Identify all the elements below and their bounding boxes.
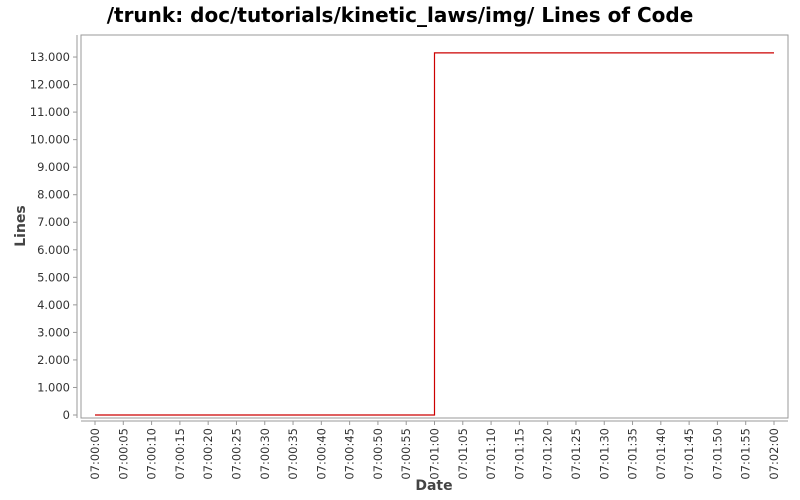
x-tick-label: 07:01:50 bbox=[710, 428, 724, 480]
chart-title: /trunk: doc/tutorials/kinetic_laws/img/ … bbox=[106, 3, 694, 27]
y-tick-label: 1.000 bbox=[37, 380, 70, 394]
x-tick-label: 07:01:40 bbox=[654, 428, 668, 480]
x-tick-label: 07:01:15 bbox=[512, 428, 526, 480]
y-axis: 0 1.000 2.000 3.000 4.000 5.000 6.000 7.000 8.00… bbox=[30, 35, 78, 422]
y-axis-title: Lines bbox=[13, 205, 29, 247]
x-axis-title: Date bbox=[415, 478, 452, 494]
x-tick-label: 07:02:00 bbox=[767, 428, 781, 480]
y-tick-label: 7.000 bbox=[37, 215, 70, 229]
x-tick-label: 07:00:35 bbox=[286, 428, 300, 480]
y-tick-label: 13.000 bbox=[30, 50, 70, 64]
x-tick-label: 07:00:05 bbox=[116, 428, 130, 480]
series-line bbox=[95, 52, 774, 416]
x-tick-label: 07:01:45 bbox=[682, 428, 696, 480]
y-tick-label: 5.000 bbox=[37, 270, 70, 284]
x-tick-label: 07:00:50 bbox=[371, 428, 385, 480]
x-axis: 07:00:00 07:00:05 07:00:10 07:00:15 07:00:20… bbox=[81, 420, 788, 480]
y-tick-label: 11.000 bbox=[30, 105, 70, 119]
x-tick-label: 07:00:25 bbox=[229, 428, 243, 480]
x-tick-label: 07:01:05 bbox=[456, 428, 470, 480]
x-tick-label: 07:00:40 bbox=[314, 428, 328, 480]
series-layer bbox=[95, 52, 774, 416]
x-tick-label: 07:01:20 bbox=[541, 428, 555, 480]
x-tick-label: 07:00:55 bbox=[399, 428, 413, 480]
y-tick-label: 10.000 bbox=[30, 133, 70, 147]
x-tick-label: 07:00:00 bbox=[88, 428, 102, 480]
y-tick-label: 3.000 bbox=[37, 325, 70, 339]
x-tick-label: 07:01:35 bbox=[626, 428, 640, 480]
x-tick-label: 07:01:55 bbox=[739, 428, 753, 480]
x-tick-label: 07:00:30 bbox=[258, 428, 272, 480]
x-tick-label: 07:00:20 bbox=[201, 428, 215, 480]
y-tick-label: 8.000 bbox=[37, 188, 70, 202]
y-tick-label: 0 bbox=[63, 408, 70, 422]
x-tick-label: 07:00:10 bbox=[145, 428, 159, 480]
y-tick-label: 4.000 bbox=[37, 298, 70, 312]
y-tick-label: 12.000 bbox=[30, 78, 70, 92]
y-tick-label: 2.000 bbox=[37, 353, 70, 367]
y-tick-label: 6.000 bbox=[37, 243, 70, 257]
x-tick-label: 07:01:10 bbox=[484, 428, 498, 480]
x-tick-label: 07:01:30 bbox=[597, 428, 611, 480]
x-tick-label: 07:01:25 bbox=[569, 428, 583, 480]
x-tick-label: 07:01:00 bbox=[428, 428, 442, 480]
x-tick-label: 07:00:15 bbox=[173, 428, 187, 480]
y-tick-label: 9.000 bbox=[37, 160, 70, 174]
x-tick-label: 07:00:45 bbox=[343, 428, 357, 480]
